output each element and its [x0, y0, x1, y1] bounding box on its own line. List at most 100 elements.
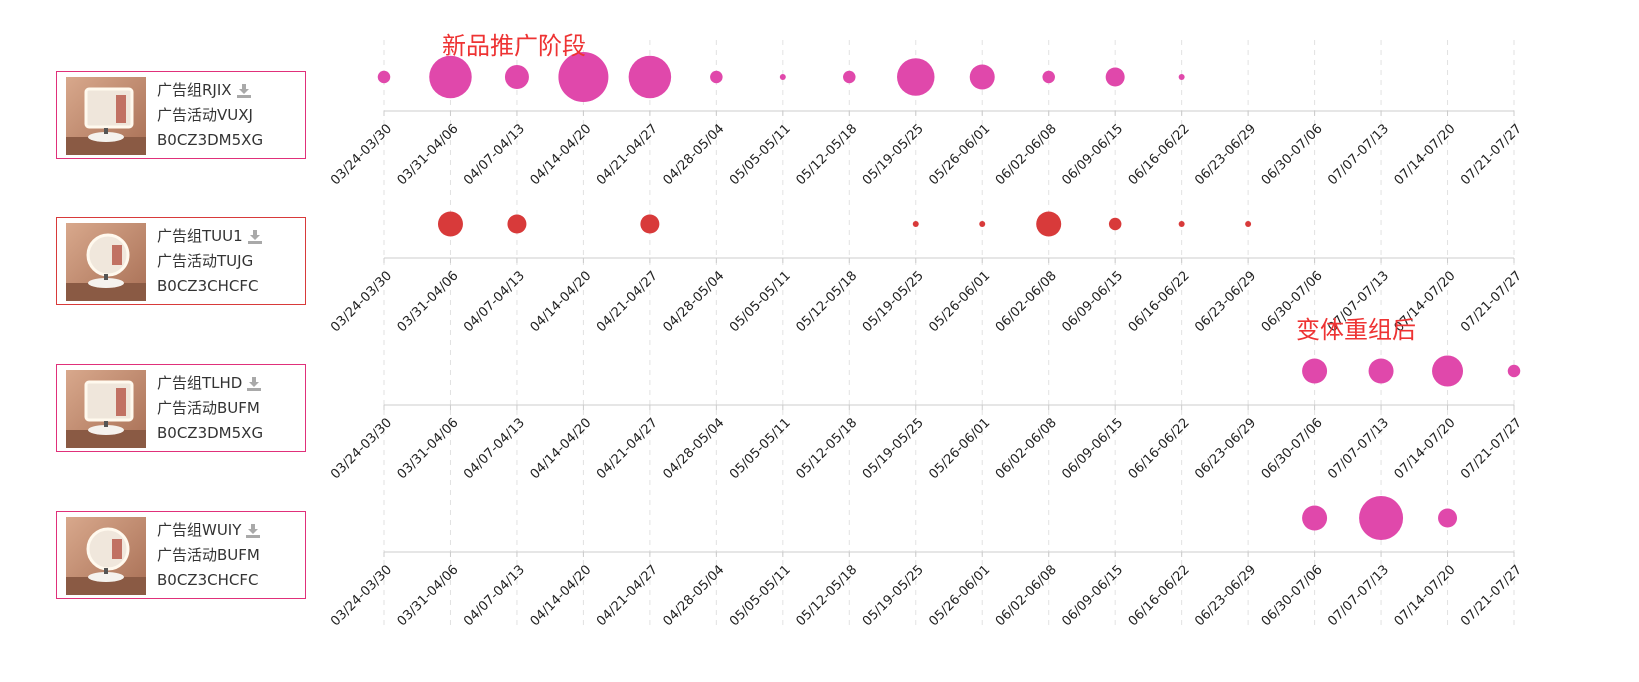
x-tick-label: 06/23-06/29	[1192, 268, 1259, 335]
x-tick-label: 03/24-03/30	[328, 121, 395, 188]
x-tick-label: 06/16-06/22	[1126, 562, 1193, 629]
product-thumbnail	[66, 77, 146, 155]
x-tick-label: 06/16-06/22	[1126, 415, 1193, 482]
bubble	[377, 70, 391, 84]
bubble	[1507, 364, 1521, 378]
x-tick-label: 04/07-04/13	[461, 562, 528, 629]
x-tick-label: 06/02-06/08	[993, 268, 1060, 335]
download-icon[interactable]	[246, 376, 262, 391]
campaign-name[interactable]: 广告活动VUXJ	[157, 106, 253, 124]
x-tick-label: 06/16-06/22	[1126, 268, 1193, 335]
asin-code: B0CZ3CHCFC	[157, 277, 259, 295]
x-tick-label: 07/14-07/20	[1392, 415, 1459, 482]
campaign-name[interactable]: 广告活动BUFM	[157, 399, 260, 417]
x-tick-label: 05/05-05/11	[727, 562, 794, 629]
x-tick-label: 07/07-07/13	[1325, 121, 1392, 188]
download-icon[interactable]	[236, 83, 252, 98]
x-tick-label: 04/21-04/27	[594, 415, 661, 482]
x-tick-label: 07/21-07/27	[1458, 562, 1525, 629]
download-icon[interactable]	[245, 523, 261, 538]
campaign-name[interactable]: 广告活动BUFM	[157, 546, 260, 564]
x-tick-label: 05/05-05/11	[727, 415, 794, 482]
x-tick-label: 07/07-07/13	[1325, 562, 1392, 629]
bubble	[429, 55, 472, 99]
x-tick-label: 05/26-06/01	[926, 268, 993, 335]
bubble	[558, 52, 609, 102]
bubble	[897, 58, 935, 96]
bubble	[779, 74, 786, 80]
ad-group-card[interactable]: 广告组WUIY 广告活动BUFM B0CZ3CHCFC	[56, 511, 306, 599]
bubble	[1432, 355, 1464, 387]
x-tick-label: 04/07-04/13	[461, 415, 528, 482]
x-tick-label: 03/24-03/30	[328, 562, 395, 629]
x-tick-label: 05/05-05/11	[727, 268, 794, 335]
x-tick-label: 03/31-04/06	[395, 268, 462, 335]
bubble	[1178, 74, 1185, 80]
x-tick-label: 06/23-06/29	[1192, 562, 1259, 629]
ad-group-name[interactable]: 广告组TLHD	[157, 374, 243, 392]
bubble	[1036, 211, 1062, 237]
x-tick-label: 07/14-07/20	[1392, 121, 1459, 188]
x-tick-label: 06/09-06/15	[1059, 415, 1126, 482]
bubble	[1108, 217, 1122, 231]
ad-group-card[interactable]: 广告组RJIX 广告活动VUXJ B0CZ3DM5XG	[56, 71, 306, 159]
campaign-name[interactable]: 广告活动TUJG	[157, 252, 254, 270]
x-tick-label: 05/12-05/18	[793, 268, 860, 335]
x-tick-label: 04/14-04/20	[528, 562, 595, 629]
x-tick-label: 07/07-07/13	[1325, 415, 1392, 482]
x-tick-label: 03/24-03/30	[328, 268, 395, 335]
product-thumbnail	[66, 517, 146, 595]
x-tick-label: 04/07-04/13	[461, 121, 528, 188]
ad-group-card[interactable]: 广告组TUU1 广告活动TUJG B0CZ3CHCFC	[56, 217, 306, 305]
product-thumbnail	[66, 223, 146, 301]
x-tick-label: 04/21-04/27	[594, 562, 661, 629]
x-tick-label: 05/12-05/18	[793, 415, 860, 482]
x-tick-label: 04/28-05/04	[660, 268, 727, 335]
x-tick-label: 04/28-05/04	[660, 121, 727, 188]
x-tick-label: 05/05-05/11	[727, 121, 794, 188]
bubble	[1368, 358, 1394, 384]
bubble	[1302, 505, 1328, 531]
x-tick-label: 04/28-05/04	[660, 415, 727, 482]
x-tick-label: 06/23-06/29	[1192, 415, 1259, 482]
x-tick-label: 05/19-05/25	[860, 562, 927, 629]
download-icon[interactable]	[247, 229, 263, 244]
asin-code: B0CZ3DM5XG	[157, 424, 264, 442]
x-tick-label: 04/21-04/27	[594, 268, 661, 335]
x-tick-label: 03/31-04/06	[395, 562, 462, 629]
ad-group-name[interactable]: 广告组WUIY	[157, 521, 242, 539]
bubble	[1302, 358, 1328, 384]
asin-code: B0CZ3DM5XG	[157, 131, 264, 149]
x-tick-label: 06/30-07/06	[1259, 415, 1326, 482]
x-tick-label: 06/30-07/06	[1259, 121, 1326, 188]
x-tick-label: 03/31-04/06	[395, 121, 462, 188]
x-tick-label: 04/14-04/20	[528, 121, 595, 188]
asin-code: B0CZ3CHCFC	[157, 571, 259, 589]
annotation-launch-stage: 新品推广阶段	[442, 32, 586, 60]
bubble	[628, 55, 672, 99]
x-tick-label: 06/09-06/15	[1059, 562, 1126, 629]
product-thumbnail	[66, 370, 146, 448]
ad-group-name[interactable]: 广告组RJIX	[157, 81, 232, 99]
bubble	[507, 214, 527, 234]
bubble	[1245, 221, 1252, 227]
bubble	[710, 70, 723, 84]
x-tick-label: 03/24-03/30	[328, 415, 395, 482]
x-tick-label: 04/07-04/13	[461, 268, 528, 335]
x-tick-label: 06/16-06/22	[1126, 121, 1193, 188]
x-tick-label: 07/21-07/27	[1458, 121, 1525, 188]
bubble	[979, 221, 986, 227]
x-tick-label: 06/23-06/29	[1192, 121, 1259, 188]
x-tick-label: 06/02-06/08	[993, 415, 1060, 482]
x-tick-label: 04/14-04/20	[528, 415, 595, 482]
bubble	[969, 64, 995, 90]
x-tick-label: 05/19-05/25	[860, 121, 927, 188]
ad-group-name[interactable]: 广告组TUU1	[157, 227, 243, 245]
annotation-after-regroup: 变体重组后	[1296, 316, 1416, 344]
ad-group-card[interactable]: 广告组TLHD 广告活动BUFM B0CZ3DM5XG	[56, 364, 306, 452]
bubble	[843, 70, 856, 84]
x-tick-label: 06/30-07/06	[1259, 562, 1326, 629]
bubble	[1178, 221, 1185, 227]
x-tick-label: 03/31-04/06	[395, 415, 462, 482]
